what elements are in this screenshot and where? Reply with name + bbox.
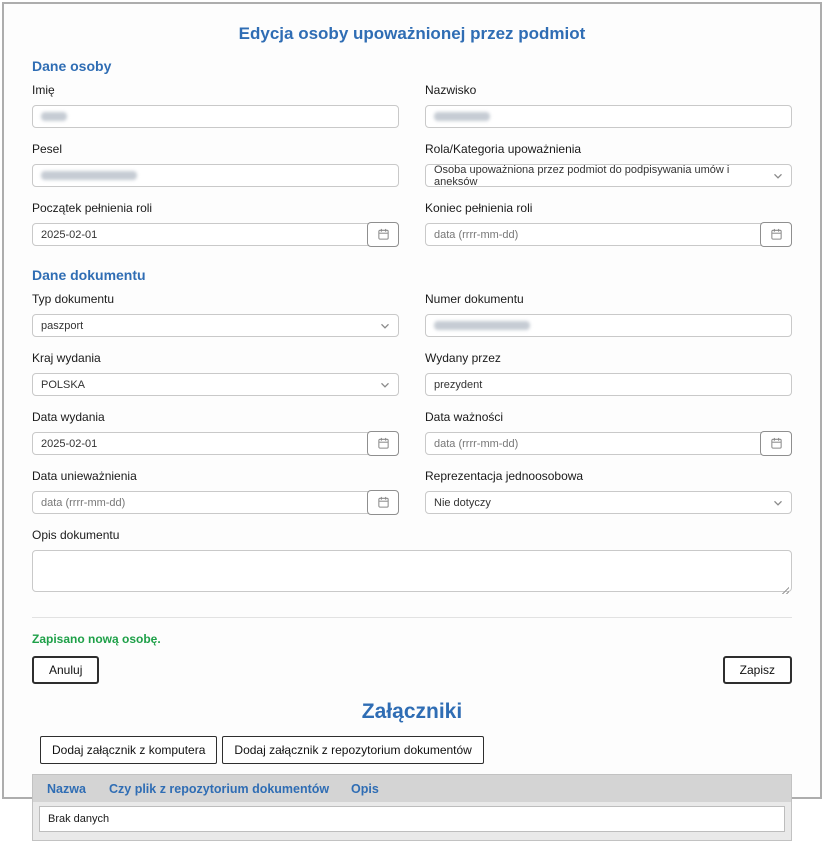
koniec-label: Koniec pełnienia roli [425,201,533,215]
numer-dokumentu-label: Numer dokumentu [425,292,524,306]
opis-dokumentu-textarea[interactable] [32,550,792,592]
nazwisko-label: Nazwisko [425,83,477,97]
data-waznosci-calendar-button[interactable] [760,431,792,456]
field-pesel: Pesel [32,135,399,187]
data-uniewaznienia-date-input[interactable] [32,491,399,514]
imie-input[interactable] [32,105,399,128]
kraj-wydania-select-value: POLSKA [41,378,86,391]
attachments-heading: Załączniki [361,700,463,723]
reprezentacja-select[interactable]: Nie dotyczy [425,491,792,514]
calendar-icon [770,228,783,241]
field-data-uniewaznienia: Data unieważnienia [32,462,399,515]
column-header-czy-plik: Czy plik z repozytorium dokumentów [109,781,330,796]
typ-dokumentu-label: Typ dokumentu [32,292,115,306]
field-typ-dokumentu: Typ dokumentu paszport [32,285,399,337]
data-wydania-date-input[interactable] [32,432,399,455]
calendar-icon [377,437,390,450]
typ-dokumentu-select-value: paszport [41,319,84,332]
pesel-label: Pesel [32,142,63,156]
attachments-actions: Dodaj załącznik z komputera Dodaj załącz… [40,736,792,764]
cancel-button[interactable]: Anuluj [32,656,100,684]
numer-dokumentu-input[interactable] [425,314,792,337]
add-attachment-from-repository-button[interactable]: Dodaj załącznik z repozytorium dokumentó… [222,736,484,764]
redacted-value [41,171,137,180]
wydany-przez-input[interactable] [425,373,792,396]
field-data-waznosci: Data ważności [425,403,792,456]
calendar-icon [377,496,390,509]
field-opis-dokumentu: Opis dokumentu [32,528,792,597]
redacted-value [434,112,490,121]
field-poczatek: Początek pełnienia roli [32,194,399,247]
form-actions: Anuluj Zapisz [32,656,792,684]
section-heading-document: Dane dokumentu [32,267,146,283]
nazwisko-input[interactable] [425,105,792,128]
field-nazwisko: Nazwisko [425,76,792,128]
kraj-wydania-label: Kraj wydania [32,351,101,365]
imie-label: Imię [32,83,55,97]
poczatek-label: Początek pełnienia roli [32,201,153,215]
poczatek-calendar-button[interactable] [367,222,399,247]
column-header-opis: Opis [351,781,379,796]
field-rola: Rola/Kategoria upoważnienia Osoba upoważ… [425,135,792,188]
save-button[interactable]: Zapisz [722,656,792,684]
chevron-down-icon [380,322,390,329]
koniec-date-input[interactable] [425,223,792,246]
field-numer-dokumentu: Numer dokumentu [425,285,792,337]
chevron-down-icon [773,499,783,506]
wydany-przez-label: Wydany przez [425,351,501,365]
document-fields-grid: Typ dokumentu paszport Numer dokumentu K… [32,285,792,521]
redacted-value [41,112,67,121]
reprezentacja-select-value: Nie dotyczy [434,496,491,509]
field-kraj-wydania: Kraj wydania POLSKA [32,344,399,396]
data-waznosci-label: Data ważności [425,410,504,424]
field-wydany-przez: Wydany przez [425,344,792,396]
typ-dokumentu-select[interactable]: paszport [32,314,399,337]
chevron-down-icon [773,172,783,179]
data-wydania-label: Data wydania [32,410,105,424]
rola-select[interactable]: Osoba upoważniona przez podmiot do podpi… [425,163,792,188]
attachments-table: Nazwa Czy plik z repozytorium dokumentów… [32,774,792,841]
data-uniewaznienia-calendar-button[interactable] [367,490,399,515]
person-fields-grid: Imię Nazwisko Pesel Rola/Kategoria upowa… [32,76,792,253]
page-title: Edycja osoby upoważnionej przez podmiot [238,24,586,43]
pesel-input[interactable] [32,164,399,187]
add-attachment-from-computer-button[interactable]: Dodaj załącznik z komputera [40,736,218,764]
data-uniewaznienia-label: Data unieważnienia [32,469,137,483]
field-koniec: Koniec pełnienia roli [425,194,792,247]
rola-label: Rola/Kategoria upoważnienia [425,142,582,156]
reprezentacja-label: Reprezentacja jednoosobowa [425,469,584,483]
rola-select-value: Osoba upoważniona przez podmiot do podpi… [434,163,730,188]
opis-dokumentu-label: Opis dokumentu [32,528,120,542]
field-imie: Imię [32,76,399,128]
field-data-wydania: Data wydania [32,403,399,456]
section-heading-person: Dane osoby [32,58,112,74]
redacted-value [434,321,530,330]
koniec-calendar-button[interactable] [760,222,792,247]
kraj-wydania-select[interactable]: POLSKA [32,373,399,396]
data-wydania-calendar-button[interactable] [367,431,399,456]
calendar-icon [377,228,390,241]
data-waznosci-date-input[interactable] [425,432,792,455]
status-message: Zapisano nową osobę. [32,632,161,646]
chevron-down-icon [380,381,390,388]
calendar-icon [770,437,783,450]
field-reprezentacja: Reprezentacja jednoosobowa Nie dotyczy [425,462,792,514]
poczatek-date-input[interactable] [32,223,399,246]
attachments-table-header: Nazwa Czy plik z repozytorium dokumentów… [33,775,791,802]
resize-grip-icon[interactable] [779,584,789,594]
attachments-empty-row: Brak danych [39,806,785,832]
column-header-nazwa: Nazwa [47,781,86,796]
section-divider [32,617,792,618]
